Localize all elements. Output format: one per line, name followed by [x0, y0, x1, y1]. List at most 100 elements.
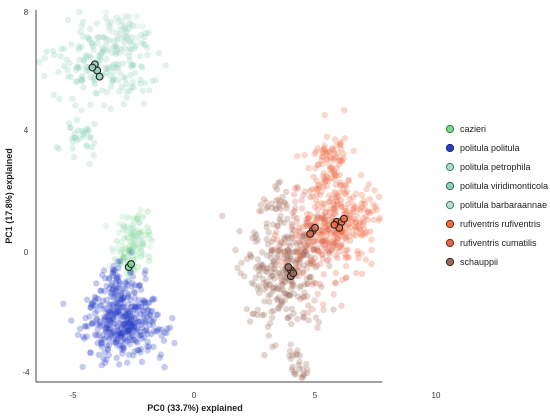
point-schauppii [263, 278, 270, 286]
point-cazieri [131, 241, 138, 249]
point-schauppii [284, 247, 292, 254]
point-politula-barbaraannae [121, 49, 129, 57]
point-schauppii [260, 286, 268, 293]
point-schauppii [310, 246, 317, 253]
point-rufiventris-rufiventris [324, 231, 331, 238]
point-rufiventris-rufiventris [326, 226, 333, 233]
point-politula-viridimonticola [71, 134, 78, 141]
point-schauppii [255, 267, 263, 274]
centroid-markers [88, 60, 348, 281]
point-politula-politula [104, 312, 111, 319]
point-politula-politula [101, 316, 108, 323]
point-politula-viridimonticola [129, 62, 136, 69]
point-politula-politula [116, 299, 124, 306]
point-rufiventris-rufiventris [322, 217, 329, 225]
point-schauppii [314, 324, 321, 331]
point-schauppii [288, 230, 296, 238]
point-politula-petrophila [120, 222, 128, 229]
point-politula-viridimonticola [116, 49, 123, 56]
point-rufiventris-rufiventris [297, 252, 304, 260]
point-rufiventris-rufiventris [339, 230, 346, 238]
point-politula-barbaraannae [134, 34, 141, 41]
point-schauppii [300, 314, 307, 321]
point-politula-politula [138, 300, 145, 307]
point-politula-viridimonticola [83, 143, 91, 150]
point-politula-petrophila [121, 224, 128, 231]
point-rufiventris-rufiventris [338, 243, 345, 251]
point-politula-politula [136, 310, 144, 318]
point-rufiventris-rufiventris [331, 175, 338, 182]
point-politula-politula [142, 319, 150, 327]
point-rufiventris-rufiventris [337, 141, 344, 148]
point-politula-politula [95, 295, 102, 303]
point-cazieri [134, 241, 141, 248]
point-cazieri [134, 216, 141, 223]
point-rufiventris-rufiventris [328, 168, 335, 175]
point-schauppii [284, 314, 292, 322]
point-politula-politula [151, 296, 158, 303]
point-rufiventris-cumatilis [304, 309, 312, 316]
point-schauppii [294, 293, 302, 300]
point-schauppii [306, 273, 313, 281]
point-politula-politula [131, 303, 139, 311]
point-schauppii [300, 309, 307, 317]
point-politula-barbaraannae [117, 22, 125, 29]
point-politula-petrophila [130, 243, 138, 250]
point-politula-politula [107, 318, 115, 326]
point-rufiventris-cumatilis [307, 260, 314, 267]
point-politula-viridimonticola [74, 127, 82, 134]
point-politula-viridimonticola [87, 53, 94, 61]
point-politula-politula [115, 273, 123, 280]
point-rufiventris-cumatilis [305, 215, 313, 222]
point-politula-petrophila [109, 247, 117, 255]
point-politula-viridimonticola [141, 33, 148, 41]
point-politula-viridimonticola [73, 63, 81, 70]
point-schauppii [265, 229, 272, 236]
point-politula-politula [126, 341, 133, 348]
point-rufiventris-cumatilis [293, 218, 301, 226]
point-rufiventris-rufiventris [314, 247, 321, 254]
point-politula-viridimonticola [70, 154, 78, 161]
point-politula-petrophila [140, 251, 147, 258]
point-schauppii [296, 259, 303, 266]
point-schauppii [281, 273, 289, 280]
point-politula-viridimonticola [65, 73, 72, 80]
point-schauppii [266, 320, 274, 327]
point-politula-petrophila [128, 238, 136, 245]
point-rufiventris-rufiventris [326, 162, 333, 170]
point-rufiventris-rufiventris [336, 171, 343, 178]
point-politula-viridimonticola [126, 25, 133, 32]
point-schauppii [288, 257, 296, 264]
point-schauppii [282, 235, 289, 242]
point-politula-politula [118, 346, 125, 353]
point-politula-politula [142, 275, 149, 283]
point-cazieri [129, 246, 136, 253]
point-rufiventris-rufiventris [294, 233, 301, 240]
point-rufiventris-cumatilis [295, 227, 302, 235]
point-politula-politula [112, 338, 119, 346]
point-rufiventris-rufiventris [281, 258, 288, 265]
point-rufiventris-rufiventris [343, 207, 350, 215]
point-rufiventris-rufiventris [341, 250, 349, 258]
point-rufiventris-rufiventris [330, 200, 337, 207]
point-politula-politula [126, 310, 134, 317]
point-politula-petrophila [137, 235, 144, 243]
point-politula-politula [100, 355, 107, 362]
point-schauppii [272, 183, 279, 190]
point-rufiventris-cumatilis [314, 246, 321, 254]
point-rufiventris-rufiventris [325, 222, 332, 229]
point-rufiventris-cumatilis [300, 270, 307, 277]
point-rufiventris-rufiventris [354, 250, 361, 257]
point-politula-politula [110, 327, 117, 335]
point-rufiventris-rufiventris [318, 188, 325, 195]
point-rufiventris-rufiventris [357, 218, 364, 226]
point-schauppii [283, 205, 290, 212]
point-rufiventris-cumatilis [332, 280, 339, 287]
point-schauppii [268, 262, 276, 269]
point-politula-politula [122, 285, 129, 292]
point-rufiventris-cumatilis [317, 237, 325, 245]
legend-label: rufiventris cumatilis [460, 238, 537, 248]
point-rufiventris-cumatilis [289, 209, 296, 216]
point-politula-politula [120, 336, 128, 343]
legend-label: politula petrophila [460, 162, 531, 172]
